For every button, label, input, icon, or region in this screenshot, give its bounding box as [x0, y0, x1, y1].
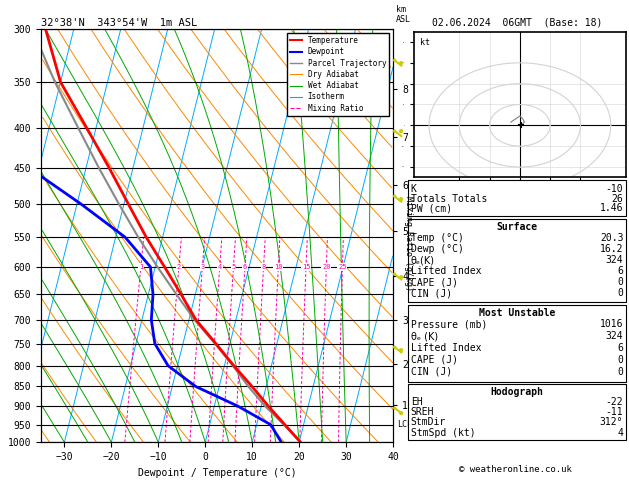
Text: Lifted Index: Lifted Index — [411, 343, 481, 353]
Text: -10: -10 — [606, 184, 623, 194]
Text: Pressure (mb): Pressure (mb) — [411, 319, 487, 330]
Text: 312°: 312° — [600, 417, 623, 427]
Text: 4: 4 — [218, 264, 222, 270]
Text: ●: ● — [399, 128, 403, 134]
Text: 20: 20 — [322, 264, 331, 270]
Text: © weatheronline.co.uk: © weatheronline.co.uk — [459, 465, 572, 474]
Text: 6: 6 — [243, 264, 247, 270]
Text: 1016: 1016 — [600, 319, 623, 330]
Text: 32°38'N  343°54'W  1m ASL: 32°38'N 343°54'W 1m ASL — [41, 18, 197, 28]
Text: 6: 6 — [618, 343, 623, 353]
Text: ●: ● — [393, 272, 397, 277]
Text: EH: EH — [411, 397, 423, 407]
Y-axis label: hPa: hPa — [0, 227, 2, 244]
Text: 8: 8 — [262, 264, 265, 270]
Text: 1.46: 1.46 — [600, 204, 623, 213]
X-axis label: Dewpoint / Temperature (°C): Dewpoint / Temperature (°C) — [138, 468, 296, 478]
Text: 26: 26 — [611, 193, 623, 204]
Text: 25: 25 — [338, 264, 347, 270]
Text: 15: 15 — [302, 264, 310, 270]
Text: PW (cm): PW (cm) — [411, 204, 452, 213]
Text: 16.2: 16.2 — [600, 244, 623, 254]
Text: -22: -22 — [606, 397, 623, 407]
Text: kt: kt — [420, 38, 430, 47]
Text: StmDir: StmDir — [411, 417, 446, 427]
Text: 20.3: 20.3 — [600, 233, 623, 243]
Text: ●: ● — [393, 58, 397, 63]
Text: Most Unstable: Most Unstable — [479, 308, 555, 318]
Text: 324: 324 — [606, 255, 623, 265]
Legend: Temperature, Dewpoint, Parcel Trajectory, Dry Adiabat, Wet Adiabat, Isotherm, Mi: Temperature, Dewpoint, Parcel Trajectory… — [287, 33, 389, 116]
Text: CAPE (J): CAPE (J) — [411, 355, 458, 365]
Text: Totals Totals: Totals Totals — [411, 193, 487, 204]
Text: km
ASL: km ASL — [396, 5, 411, 24]
Text: ●: ● — [393, 194, 397, 199]
Text: 2: 2 — [177, 264, 181, 270]
Text: 3: 3 — [200, 264, 204, 270]
Text: Temp (°C): Temp (°C) — [411, 233, 464, 243]
Text: K: K — [411, 184, 416, 194]
Text: 4: 4 — [618, 428, 623, 437]
Text: 5: 5 — [231, 264, 236, 270]
Text: 0: 0 — [618, 278, 623, 287]
Text: ●: ● — [399, 60, 403, 66]
Text: Surface: Surface — [496, 222, 537, 232]
Text: ●: ● — [399, 347, 403, 353]
Text: CAPE (J): CAPE (J) — [411, 278, 458, 287]
Text: 1: 1 — [139, 264, 143, 270]
Text: θₑ(K): θₑ(K) — [411, 255, 435, 265]
Text: CIN (J): CIN (J) — [411, 367, 452, 377]
Text: ●: ● — [393, 406, 397, 411]
Text: ●: ● — [399, 410, 403, 416]
Text: CIN (J): CIN (J) — [411, 289, 452, 298]
Text: 6: 6 — [618, 266, 623, 276]
Text: LCL: LCL — [397, 420, 411, 429]
Text: Mixing Ratio (g/kg): Mixing Ratio (g/kg) — [404, 195, 413, 291]
Text: ●: ● — [393, 345, 397, 350]
Text: Lifted Index: Lifted Index — [411, 266, 481, 276]
Text: SREH: SREH — [411, 407, 434, 417]
Text: ●: ● — [393, 129, 397, 134]
Text: 0: 0 — [618, 355, 623, 365]
Text: 10: 10 — [274, 264, 282, 270]
Text: 02.06.2024  06GMT  (Base: 18): 02.06.2024 06GMT (Base: 18) — [431, 17, 602, 27]
Text: ●: ● — [399, 196, 403, 202]
Text: θₑ (K): θₑ (K) — [411, 331, 438, 341]
Text: 324: 324 — [606, 331, 623, 341]
Text: -11: -11 — [606, 407, 623, 417]
Text: Dewp (°C): Dewp (°C) — [411, 244, 464, 254]
Text: 0: 0 — [618, 367, 623, 377]
Text: 0: 0 — [618, 289, 623, 298]
Text: Hodograph: Hodograph — [490, 387, 543, 397]
Text: ●: ● — [399, 274, 403, 280]
Text: StmSpd (kt): StmSpd (kt) — [411, 428, 476, 437]
